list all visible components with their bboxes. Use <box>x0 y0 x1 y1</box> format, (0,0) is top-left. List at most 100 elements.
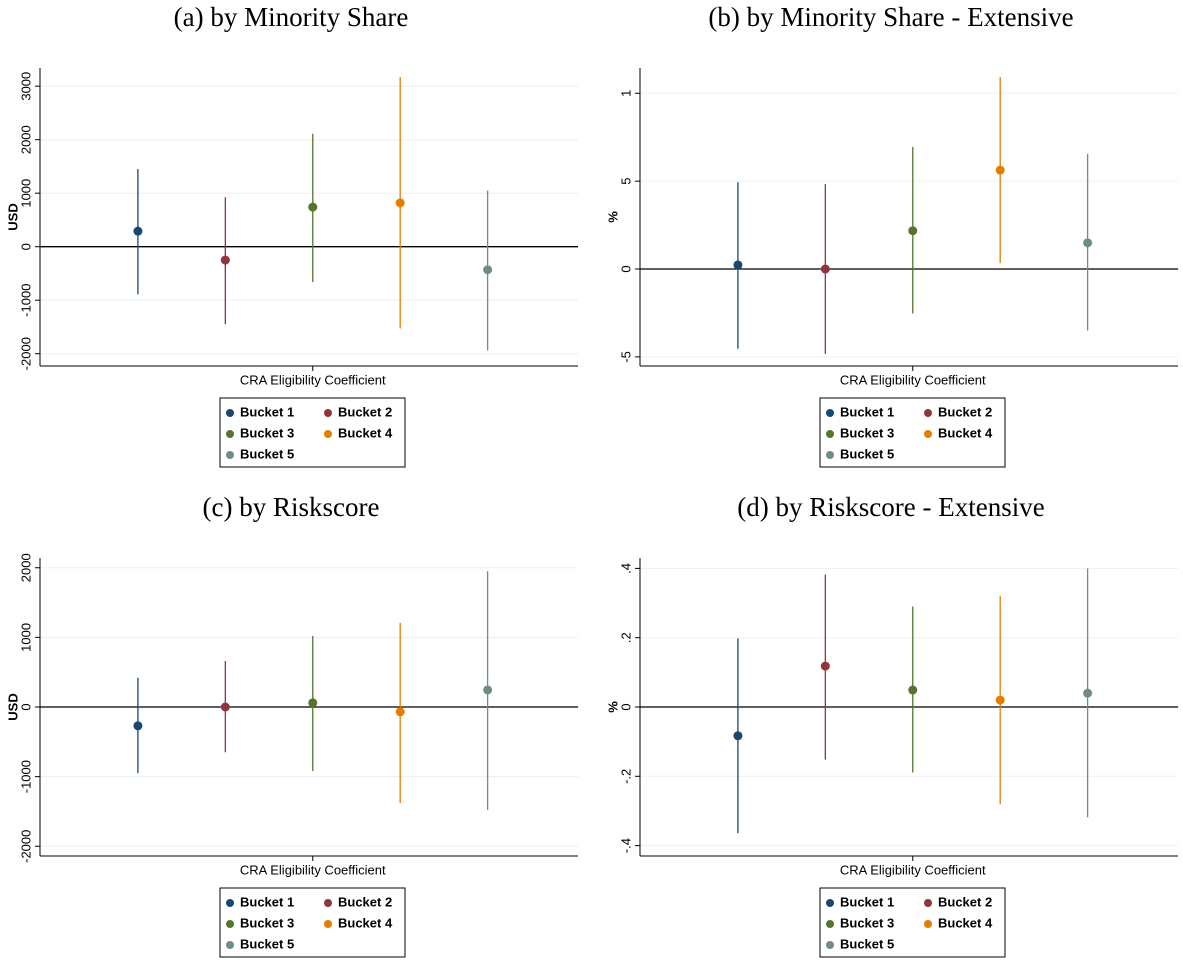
panel: (b) by Minority Share - Extensive -5 0 5 1% C… <box>605 2 1178 468</box>
legend-label: Bucket 4 <box>338 915 393 930</box>
y-axis-label: USD <box>5 693 20 720</box>
legend-marker <box>324 899 332 907</box>
y-axis-label: % <box>605 211 620 223</box>
legend-marker <box>826 941 834 949</box>
y-tick-label: 3000 <box>18 72 33 101</box>
legend-label: Bucket 5 <box>840 446 894 461</box>
legend-box <box>219 397 406 468</box>
legend-marker <box>324 920 332 928</box>
point <box>133 721 143 731</box>
y-tick-label: .2 <box>618 632 633 643</box>
panel: (c) by Riskscore -2000 -1000 0 1000 2000 USD CR… <box>5 492 578 958</box>
legend-marker <box>226 430 234 438</box>
chart-title: (b) by Minority Share - Extensive <box>708 2 1073 32</box>
point <box>483 685 493 695</box>
legend: Bucket 1 Bucket 2 Bucket 3 Bucket 4 Bucket 5 <box>819 397 1006 468</box>
point <box>1083 238 1093 248</box>
legend-marker <box>924 899 932 907</box>
point <box>133 226 143 236</box>
legend-label: Bucket 3 <box>840 425 894 440</box>
y-tick-label: -1000 <box>18 284 33 317</box>
legend-label: Bucket 4 <box>938 915 993 930</box>
point <box>995 165 1005 175</box>
y-tick-label: .4 <box>618 563 633 574</box>
x-tick-label: CRA Eligibility Coefficient <box>240 372 386 387</box>
y-tick-label: 1 <box>618 90 633 97</box>
y-tick-label: 0 <box>18 243 33 250</box>
point <box>308 698 318 708</box>
legend-label: Bucket 5 <box>240 446 294 461</box>
x-tick-label: CRA Eligibility Coefficient <box>840 862 986 877</box>
y-tick-label: 0 <box>618 265 633 272</box>
y-tick-label: 1000 <box>18 179 33 208</box>
legend: Bucket 1 Bucket 2 Bucket 3 Bucket 4 Bucket 5 <box>219 887 406 958</box>
legend-label: Bucket 4 <box>338 425 393 440</box>
point <box>395 198 405 208</box>
y-tick-label: -2000 <box>18 830 33 863</box>
point <box>308 202 318 212</box>
y-tick-label: -2000 <box>18 337 33 370</box>
panel: (a) by Minority Share -2000 -1000 0 1000 2000… <box>5 2 578 468</box>
point <box>820 661 830 671</box>
y-axis-label: % <box>605 701 620 713</box>
legend-label: Bucket 4 <box>938 425 993 440</box>
legend-label: Bucket 1 <box>840 894 894 909</box>
y-tick-label: -5 <box>618 351 633 363</box>
x-tick-label: CRA Eligibility Coefficient <box>240 862 386 877</box>
point <box>733 731 743 741</box>
chart-title: (d) by Riskscore - Extensive <box>737 492 1044 522</box>
point <box>220 702 230 712</box>
legend-box <box>219 887 406 958</box>
legend-marker <box>226 920 234 928</box>
y-tick-label: 1000 <box>18 623 33 652</box>
x-tick-label: CRA Eligibility Coefficient <box>840 372 986 387</box>
legend-marker <box>924 409 932 417</box>
y-tick-label: -1000 <box>18 760 33 793</box>
y-tick-label: -.4 <box>618 838 633 853</box>
legend-label: Bucket 2 <box>338 894 392 909</box>
legend-label: Bucket 1 <box>240 404 294 419</box>
point <box>995 695 1005 705</box>
legend-label: Bucket 2 <box>338 404 392 419</box>
legend-marker <box>826 920 834 928</box>
legend-label: Bucket 3 <box>840 915 894 930</box>
panel: (d) by Riskscore - Extensive -.4 -.2 0 .2 .4%… <box>605 492 1178 958</box>
point <box>908 226 918 236</box>
legend-marker <box>226 451 234 459</box>
y-tick-label: 2000 <box>18 125 33 154</box>
legend-label: Bucket 5 <box>840 936 894 951</box>
legend-label: Bucket 3 <box>240 915 294 930</box>
legend-marker <box>826 451 834 459</box>
point <box>908 685 918 695</box>
legend-label: Bucket 3 <box>240 425 294 440</box>
legend: Bucket 1 Bucket 2 Bucket 3 Bucket 4 Bucket 5 <box>819 887 1006 958</box>
legend-label: Bucket 5 <box>240 936 294 951</box>
y-axis-label: USD <box>5 203 20 230</box>
legend-label: Bucket 1 <box>240 894 294 909</box>
point <box>220 255 230 265</box>
y-tick-label: -.2 <box>618 769 633 784</box>
legend-marker <box>826 409 834 417</box>
legend-marker <box>226 409 234 417</box>
legend-marker <box>226 941 234 949</box>
legend-marker <box>826 899 834 907</box>
point <box>395 707 405 717</box>
point <box>483 265 493 275</box>
legend-box <box>819 887 1006 958</box>
point <box>820 264 830 274</box>
legend-marker <box>324 409 332 417</box>
legend-marker <box>826 430 834 438</box>
legend-marker <box>324 430 332 438</box>
y-tick-label: 0 <box>18 703 33 710</box>
legend: Bucket 1 Bucket 2 Bucket 3 Bucket 4 Bucket 5 <box>219 397 406 468</box>
legend-box <box>819 397 1006 468</box>
point <box>1083 688 1093 698</box>
legend-label: Bucket 2 <box>938 894 992 909</box>
y-tick-label: 2000 <box>18 553 33 582</box>
legend-marker <box>924 430 932 438</box>
chart-title: (c) by Riskscore <box>203 492 380 522</box>
y-tick-label: 5 <box>618 178 633 185</box>
legend-label: Bucket 1 <box>840 404 894 419</box>
